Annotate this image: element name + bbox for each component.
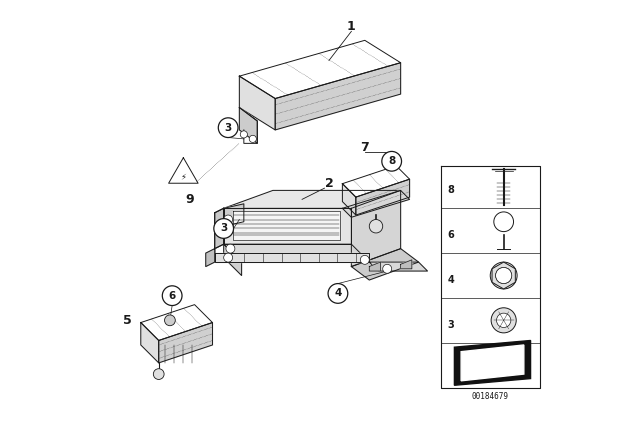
Circle shape xyxy=(224,215,233,224)
Polygon shape xyxy=(239,108,257,143)
Circle shape xyxy=(494,212,513,232)
Polygon shape xyxy=(275,63,401,130)
Polygon shape xyxy=(369,262,428,271)
Polygon shape xyxy=(168,158,198,183)
Circle shape xyxy=(240,131,248,138)
Polygon shape xyxy=(224,204,244,226)
Circle shape xyxy=(249,135,257,142)
Text: 3: 3 xyxy=(448,320,454,330)
Polygon shape xyxy=(224,244,242,276)
Circle shape xyxy=(218,118,238,138)
Text: 6: 6 xyxy=(448,230,454,240)
Polygon shape xyxy=(215,208,224,262)
Polygon shape xyxy=(206,249,215,267)
Polygon shape xyxy=(215,253,369,262)
Circle shape xyxy=(360,255,369,264)
Polygon shape xyxy=(215,208,224,249)
Text: 8: 8 xyxy=(448,185,454,195)
Circle shape xyxy=(154,369,164,379)
Circle shape xyxy=(328,284,348,303)
Polygon shape xyxy=(356,179,410,215)
Polygon shape xyxy=(461,345,524,381)
Text: 5: 5 xyxy=(123,314,132,327)
Polygon shape xyxy=(141,305,212,340)
Circle shape xyxy=(214,219,234,238)
Polygon shape xyxy=(159,323,212,363)
Polygon shape xyxy=(492,262,515,289)
Polygon shape xyxy=(342,166,410,197)
Polygon shape xyxy=(351,249,419,280)
Circle shape xyxy=(490,262,517,289)
Polygon shape xyxy=(224,244,369,262)
Polygon shape xyxy=(239,40,401,99)
Circle shape xyxy=(164,315,175,326)
Circle shape xyxy=(495,267,512,284)
Circle shape xyxy=(491,308,516,333)
Circle shape xyxy=(226,244,235,253)
Text: 8: 8 xyxy=(388,156,396,166)
Polygon shape xyxy=(224,190,401,208)
Text: 3: 3 xyxy=(225,123,232,133)
Text: 4: 4 xyxy=(334,289,342,298)
Polygon shape xyxy=(239,76,275,130)
Circle shape xyxy=(497,313,511,327)
Polygon shape xyxy=(233,211,340,240)
Text: 1: 1 xyxy=(347,20,356,34)
Polygon shape xyxy=(454,340,531,385)
Text: 6: 6 xyxy=(168,291,176,301)
Circle shape xyxy=(163,286,182,306)
Text: 9: 9 xyxy=(186,193,195,206)
Text: 00184679: 00184679 xyxy=(472,392,509,401)
Text: 3: 3 xyxy=(220,224,227,233)
Text: ⚡: ⚡ xyxy=(180,172,186,181)
Polygon shape xyxy=(401,260,412,269)
Text: 4: 4 xyxy=(448,275,454,285)
Polygon shape xyxy=(369,262,380,271)
Polygon shape xyxy=(141,323,159,363)
Text: 7: 7 xyxy=(360,141,369,155)
Polygon shape xyxy=(342,190,410,217)
Circle shape xyxy=(383,264,392,273)
Circle shape xyxy=(224,253,233,262)
Circle shape xyxy=(369,220,383,233)
Polygon shape xyxy=(351,190,401,267)
Circle shape xyxy=(382,151,401,171)
Polygon shape xyxy=(224,208,351,244)
Polygon shape xyxy=(342,184,356,215)
Circle shape xyxy=(495,267,512,284)
Text: 2: 2 xyxy=(324,177,333,190)
